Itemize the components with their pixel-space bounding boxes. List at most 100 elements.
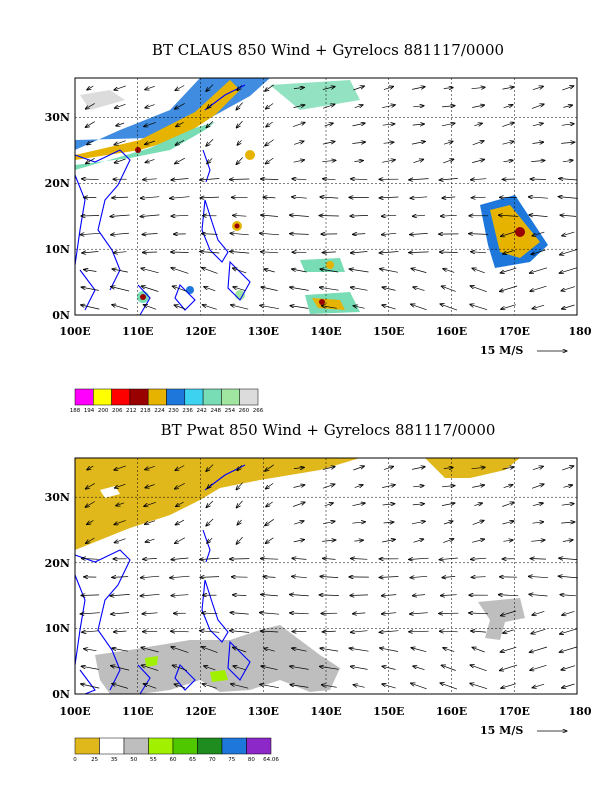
map-area	[74, 77, 578, 316]
y-tick-label: 30N	[45, 491, 70, 504]
wind-arrow	[260, 631, 279, 632]
wind-arrow	[87, 140, 94, 145]
wind-arrow	[319, 666, 339, 670]
x-tick-label: 180	[569, 325, 592, 338]
wind-arrow	[412, 595, 426, 596]
wind-arrow	[440, 595, 457, 596]
wind-arrow	[503, 485, 513, 489]
colorbar-swatch	[197, 737, 223, 755]
wind-arrow	[263, 577, 276, 578]
x-tick-label: 170E	[499, 705, 530, 718]
wind-arrow	[293, 105, 305, 108]
wind-arrow	[175, 157, 185, 164]
colorbar-label: 248	[211, 408, 222, 414]
colorbar-label: 188	[70, 408, 81, 414]
wind-arrow	[529, 267, 548, 273]
wind-arrow	[141, 268, 159, 274]
colorbar-swatch	[202, 388, 222, 406]
wind-arrow	[85, 121, 95, 128]
wind-arrow	[354, 105, 363, 108]
wind-arrow	[409, 252, 429, 253]
wind-arrow	[290, 287, 309, 291]
wind-arrow	[471, 631, 487, 632]
x-axis: 100E 110E 120E 130E 140E 150E 160E 170E …	[59, 325, 592, 338]
wind-arrow	[382, 124, 395, 125]
wind-arrow	[264, 269, 275, 273]
wind-arrow	[471, 577, 486, 578]
wind-arrow	[529, 215, 548, 217]
wind-arrow	[114, 103, 126, 108]
wind-arrow	[560, 595, 577, 596]
wind-arrow	[411, 141, 425, 145]
map-area	[74, 457, 578, 695]
wind-arrow	[353, 306, 365, 309]
wind-arrow	[289, 594, 309, 596]
wind-arrow	[111, 613, 130, 615]
wind-arrow	[145, 465, 155, 469]
wind-arrow	[379, 197, 399, 198]
colorbar-label: 218	[140, 408, 151, 414]
wind-arrow	[443, 269, 455, 273]
x-tick-label: 130E	[248, 705, 279, 718]
wind-arrow	[503, 629, 514, 633]
wind-arrow	[140, 594, 160, 596]
wind-arrow	[85, 501, 95, 508]
y-axis: 0N 10N 20N 30N	[45, 491, 70, 701]
wind-arrow	[142, 252, 158, 253]
x-tick-label: 170E	[499, 325, 530, 338]
wind-arrow	[501, 683, 516, 689]
wind-arrow	[207, 483, 213, 489]
colorbar-swatch	[74, 388, 94, 406]
y-tick-label: 0N	[52, 688, 70, 701]
wind-arrow	[561, 522, 575, 523]
wind-arrow	[144, 122, 156, 126]
wind-arrow	[112, 648, 128, 652]
wind-arrow	[471, 197, 486, 198]
wind-arrow	[175, 465, 185, 471]
wind-arrow	[353, 685, 365, 688]
wind-arrow	[204, 666, 216, 671]
colorbar-swatch	[74, 737, 100, 755]
wind-arrow	[236, 102, 243, 110]
wind-arrow	[81, 666, 99, 670]
colorbar-swatch	[172, 737, 198, 755]
colorbar-swatch	[246, 737, 272, 755]
wind-arrow	[145, 85, 155, 89]
wind-arrow	[412, 124, 425, 125]
wind-arrow	[293, 485, 305, 488]
wind-arrow	[319, 216, 339, 217]
wind-arrow	[206, 518, 214, 526]
wind-arrow	[200, 179, 220, 181]
wind-arrow	[528, 576, 548, 577]
wind-arrow	[470, 286, 487, 293]
cloud-shading	[75, 78, 548, 314]
colorbar-label: 70	[209, 757, 216, 763]
wind-arrow	[499, 664, 518, 671]
wind-arrow	[383, 142, 394, 143]
x-tick-label: 140E	[310, 325, 341, 338]
wind-arrow	[382, 684, 396, 689]
x-tick-label: 100E	[59, 325, 90, 338]
wind-arrow	[230, 631, 250, 633]
wind-arrow	[563, 105, 572, 107]
wind-arrow	[237, 519, 242, 525]
wind-arrow	[265, 139, 274, 146]
wind-arrow	[532, 522, 544, 523]
wind-arrow	[114, 465, 126, 470]
wind-arrow	[351, 558, 368, 559]
wind-arrow	[531, 160, 545, 161]
wind-arrow	[82, 631, 99, 632]
colorbar-swatch	[239, 388, 259, 406]
wind-arrow	[293, 467, 304, 468]
wind-arrow	[470, 683, 488, 690]
wind-arrow	[86, 157, 95, 163]
wind-arrow	[265, 84, 275, 91]
wind-arrow	[502, 141, 515, 145]
wind-arrow	[114, 538, 126, 543]
wind-arrow	[502, 502, 514, 507]
colorbar-label: 254	[225, 408, 236, 414]
colorbar-label: 55	[150, 757, 157, 763]
wind-arrow	[410, 197, 428, 198]
wind-arrow	[293, 160, 305, 162]
